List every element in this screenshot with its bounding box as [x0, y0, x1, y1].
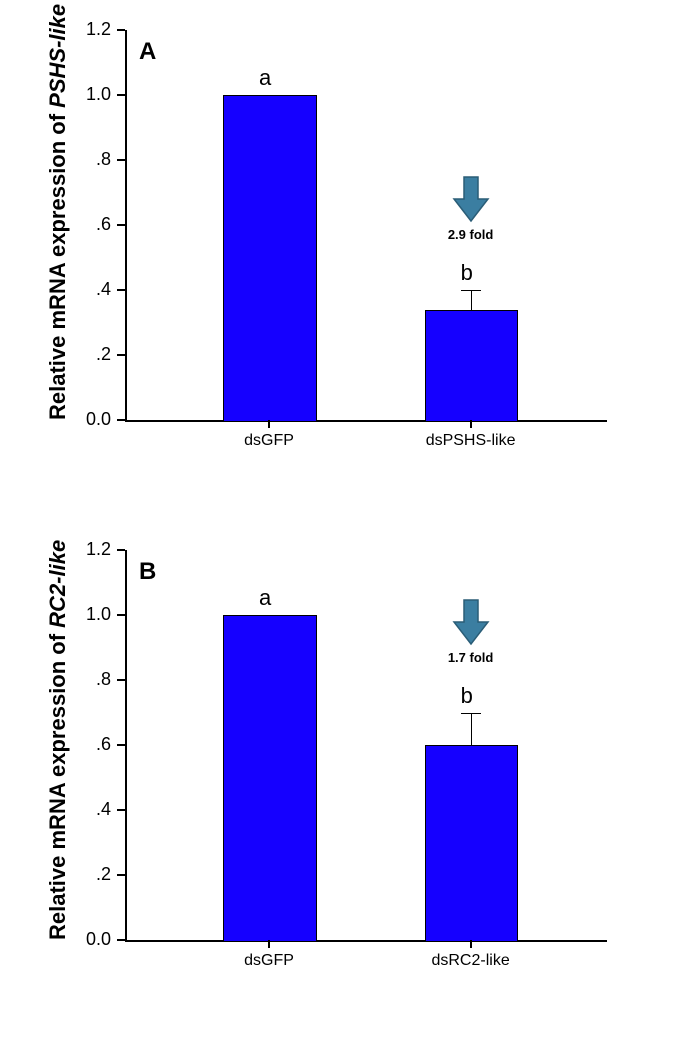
error-bar-cap [461, 290, 481, 291]
panel-letter: A [139, 38, 156, 66]
ytick-label: 1.2 [71, 19, 111, 40]
ytick-mark [117, 94, 125, 96]
ytick-label: 0.0 [71, 929, 111, 950]
ytick-label: 1.0 [71, 84, 111, 105]
error-bar-cap [461, 713, 481, 714]
ytick-label: .2 [71, 344, 111, 365]
ytick-label: .6 [71, 214, 111, 235]
xtick-mark [268, 940, 270, 948]
ytick-mark [117, 614, 125, 616]
ytick-mark [117, 809, 125, 811]
xtick-mark [470, 940, 472, 948]
xtick-label: dsGFP [199, 432, 339, 450]
ytick-mark [117, 289, 125, 291]
y-axis-label-gene: RC2-like [45, 540, 70, 628]
xtick-label: dsPSHS-like [401, 432, 541, 450]
bar [223, 95, 316, 422]
ytick-mark [117, 224, 125, 226]
xtick-label: dsRC2-like [401, 952, 541, 970]
ytick-mark [117, 159, 125, 161]
xtick-mark [268, 420, 270, 428]
significance-letter: a [259, 65, 271, 91]
ytick-mark [117, 29, 125, 31]
fold-change-label: 2.9 fold [431, 227, 511, 242]
panel-letter: B [139, 558, 156, 586]
significance-letter: a [259, 585, 271, 611]
ytick-mark [117, 939, 125, 941]
ytick-mark [117, 744, 125, 746]
error-bar-stem [471, 290, 472, 310]
y-axis-label-gene: PSHS-like [45, 4, 70, 108]
y-axis-label-prefix: Relative mRNA expression of [45, 108, 70, 420]
ytick-label: 0.0 [71, 409, 111, 430]
ytick-mark [117, 354, 125, 356]
error-bar-stem [471, 713, 472, 746]
down-arrow-icon [452, 598, 490, 646]
y-axis-label-prefix: Relative mRNA expression of [45, 628, 70, 940]
ytick-label: .6 [71, 734, 111, 755]
panel-b: 0.0.2.4.6.81.01.2Relative mRNA expressio… [0, 520, 696, 1030]
ytick-mark [117, 874, 125, 876]
ytick-mark [117, 549, 125, 551]
ytick-label: .2 [71, 864, 111, 885]
xtick-mark [470, 420, 472, 428]
plot-area [125, 550, 607, 942]
significance-letter: b [461, 683, 473, 709]
y-axis-label: Relative mRNA expression of PSHS-like [45, 30, 71, 420]
ytick-mark [117, 419, 125, 421]
plot-area [125, 30, 607, 422]
bar [425, 310, 518, 423]
bar [223, 615, 316, 942]
ytick-label: 1.2 [71, 539, 111, 560]
fold-change-label: 1.7 fold [431, 650, 511, 665]
panel-a: 0.0.2.4.6.81.01.2Relative mRNA expressio… [0, 0, 696, 510]
down-arrow-icon [452, 175, 490, 223]
figure: 0.0.2.4.6.81.01.2Relative mRNA expressio… [0, 0, 696, 1046]
y-axis-label: Relative mRNA expression of RC2-like [45, 550, 71, 940]
xtick-label: dsGFP [199, 952, 339, 970]
ytick-mark [117, 679, 125, 681]
ytick-label: .8 [71, 149, 111, 170]
ytick-label: .8 [71, 669, 111, 690]
ytick-label: .4 [71, 799, 111, 820]
ytick-label: .4 [71, 279, 111, 300]
bar [425, 745, 518, 942]
significance-letter: b [461, 260, 473, 286]
ytick-label: 1.0 [71, 604, 111, 625]
